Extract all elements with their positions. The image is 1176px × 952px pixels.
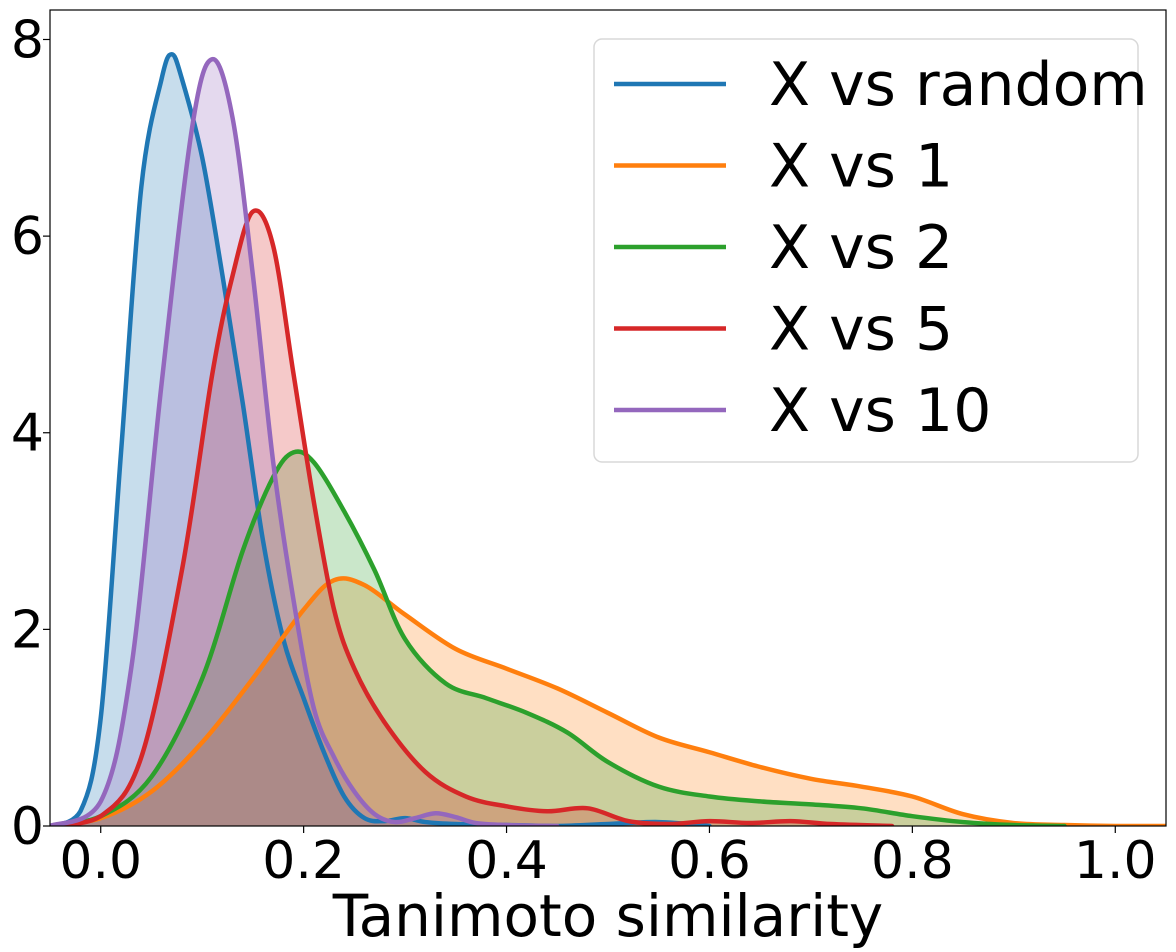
- y-tick-label: 0: [11, 797, 44, 857]
- y-tick-label: 8: [11, 10, 44, 70]
- legend: X vs random X vs 1 X vs 2 X vs 5 X vs 10: [593, 38, 1148, 463]
- x-tick-label: 0.8: [871, 831, 954, 891]
- series-line-1: [50, 51, 712, 826]
- series-line-4: [50, 208, 895, 826]
- legend-label: X vs 5: [769, 295, 953, 365]
- y-tick-label: 4: [11, 404, 44, 464]
- x-tick-label: 0.4: [465, 831, 548, 891]
- plot-frame: [49, 9, 1167, 827]
- y-tick-label: 2: [11, 600, 44, 660]
- series-fill-3: [50, 451, 1065, 826]
- legend-label: X vs random: [769, 50, 1148, 120]
- x-axis-label: Tanimoto similarity: [332, 882, 884, 950]
- x-tick-label: 1.0: [1074, 831, 1157, 891]
- x-tick-label: 0.2: [262, 831, 345, 891]
- y-axis-ticks: 0 2 4 6 8: [11, 10, 50, 857]
- series-line-3: [50, 449, 1067, 826]
- legend-label: X vs 2: [769, 213, 953, 283]
- x-tick-label: 0.6: [668, 831, 751, 891]
- legend-label: X vs 1: [769, 132, 953, 202]
- x-axis-ticks: 0.0 0.2 0.4 0.6 0.8 1.0: [59, 826, 1157, 891]
- y-tick-label: 6: [11, 207, 44, 267]
- legend-box: [593, 38, 1139, 463]
- series-line-2: [50, 576, 1166, 826]
- legend-label: X vs 10: [769, 376, 991, 446]
- series-line-5: [50, 56, 560, 826]
- series-fill-1: [50, 54, 710, 826]
- density-lines: [50, 51, 1166, 826]
- x-tick-label: 0.0: [59, 831, 142, 891]
